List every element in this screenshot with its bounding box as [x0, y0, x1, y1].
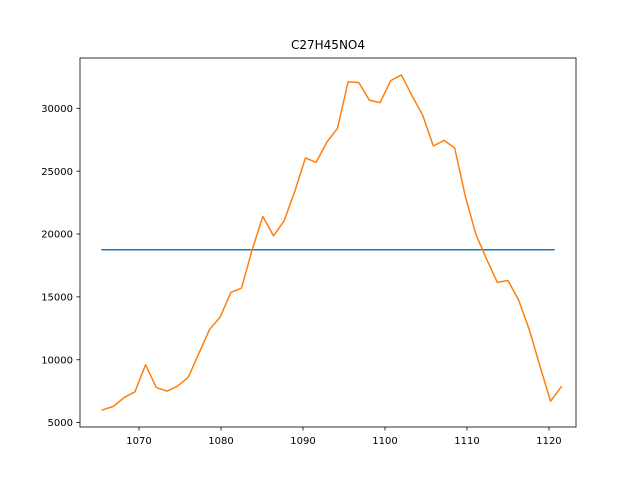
y-tick-label: 30000	[41, 104, 73, 115]
y-tick-label: 10000	[41, 355, 73, 366]
x-tick-label: 1070	[126, 436, 151, 447]
plot-area: 1070 1080 1090 1100 1110 1120 5000 10000 15000 20…	[41, 74, 563, 447]
y-tick-label: 25000	[41, 167, 73, 178]
y-tick-label: 20000	[41, 230, 73, 241]
x-tick-label: 1110	[454, 436, 479, 447]
y-tick-label: 15000	[41, 292, 73, 303]
y-tick-label: 5000	[48, 418, 73, 429]
series-line-2	[101, 74, 563, 411]
axes-frame	[79, 57, 577, 428]
x-tick-label: 1080	[208, 436, 233, 447]
x-tick-label: 1090	[290, 436, 315, 447]
x-tick-label: 1120	[536, 436, 561, 447]
x-tick-label: 1100	[372, 436, 397, 447]
chart-title: C27H45NO4	[291, 38, 365, 52]
